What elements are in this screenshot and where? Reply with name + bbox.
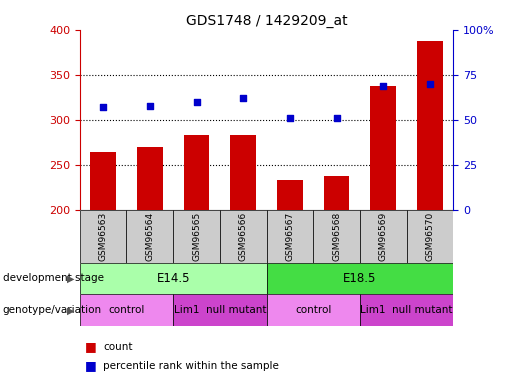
- Text: control: control: [295, 305, 331, 315]
- Text: ■: ■: [85, 340, 97, 353]
- FancyBboxPatch shape: [127, 210, 173, 262]
- Bar: [230, 135, 256, 210]
- Text: ■: ■: [85, 359, 97, 372]
- Point: [239, 95, 247, 101]
- Point: [193, 99, 201, 105]
- Bar: [417, 41, 443, 210]
- FancyBboxPatch shape: [360, 294, 453, 326]
- FancyBboxPatch shape: [80, 294, 173, 326]
- FancyBboxPatch shape: [267, 294, 360, 326]
- Title: GDS1748 / 1429209_at: GDS1748 / 1429209_at: [186, 13, 347, 28]
- FancyBboxPatch shape: [406, 210, 453, 262]
- FancyBboxPatch shape: [173, 294, 267, 326]
- Text: GSM96563: GSM96563: [99, 211, 108, 261]
- Bar: [137, 147, 163, 210]
- FancyBboxPatch shape: [267, 262, 453, 294]
- Text: count: count: [103, 342, 132, 352]
- Point: [332, 115, 340, 121]
- Text: GSM96570: GSM96570: [425, 211, 434, 261]
- Text: GSM96565: GSM96565: [192, 211, 201, 261]
- Text: GSM96567: GSM96567: [285, 211, 295, 261]
- Bar: [184, 135, 209, 210]
- FancyBboxPatch shape: [220, 210, 267, 262]
- Text: GSM96569: GSM96569: [379, 211, 388, 261]
- Point: [146, 103, 154, 109]
- Bar: [324, 176, 349, 210]
- Text: percentile rank within the sample: percentile rank within the sample: [103, 361, 279, 370]
- FancyBboxPatch shape: [173, 210, 220, 262]
- Bar: [277, 180, 303, 210]
- Text: GSM96568: GSM96568: [332, 211, 341, 261]
- Text: E18.5: E18.5: [343, 272, 376, 285]
- Text: control: control: [108, 305, 145, 315]
- Text: genotype/variation: genotype/variation: [3, 305, 101, 315]
- Text: GSM96564: GSM96564: [145, 211, 154, 261]
- Point: [286, 115, 294, 121]
- Point: [426, 81, 434, 87]
- Bar: [90, 152, 116, 210]
- Point: [99, 104, 107, 110]
- FancyBboxPatch shape: [80, 210, 127, 262]
- Text: E14.5: E14.5: [157, 272, 190, 285]
- Text: ▶: ▶: [67, 273, 75, 284]
- Point: [379, 83, 387, 89]
- FancyBboxPatch shape: [313, 210, 360, 262]
- Bar: [370, 86, 396, 210]
- FancyBboxPatch shape: [360, 210, 406, 262]
- Text: GSM96566: GSM96566: [238, 211, 248, 261]
- Text: ▶: ▶: [67, 305, 75, 315]
- FancyBboxPatch shape: [267, 210, 313, 262]
- Text: development stage: development stage: [3, 273, 104, 284]
- FancyBboxPatch shape: [80, 262, 267, 294]
- Text: Lim1  null mutant: Lim1 null mutant: [360, 305, 453, 315]
- Text: Lim1  null mutant: Lim1 null mutant: [174, 305, 266, 315]
